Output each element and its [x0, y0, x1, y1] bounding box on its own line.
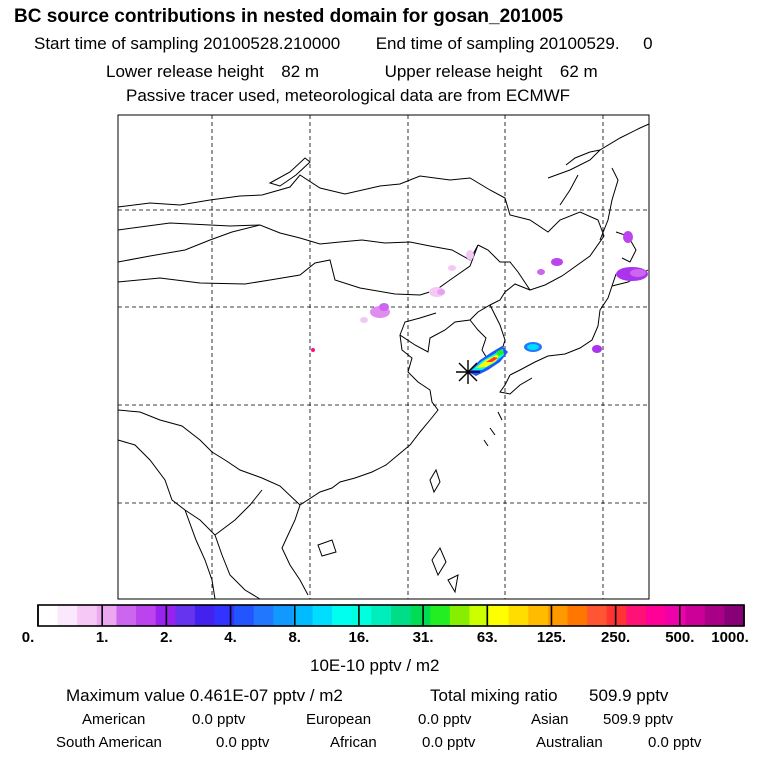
end-value: 20100529. 0 [539, 34, 653, 53]
total-mixing-ratio: Total mixing ratio 509.9 pptv [430, 686, 668, 706]
region-american-name: American [82, 711, 146, 728]
colorbar-tick-label: 1000. [711, 629, 749, 646]
colorbar-tick-label: 500. [665, 629, 695, 646]
colorbar-swatch [685, 605, 706, 626]
concentration-field [311, 231, 648, 376]
colorbar-swatch [38, 605, 59, 626]
colorbar-swatch [547, 605, 568, 626]
tracer-note: Passive tracer used, meteorological data… [126, 86, 571, 105]
region-asian-name: Asian [531, 711, 569, 728]
colorbar-swatch [410, 605, 431, 626]
release-heights-line: Lower release height 82 m Upper release … [106, 62, 598, 82]
region-australian-name: Australian [536, 734, 603, 751]
coastlines-and-borders [117, 123, 650, 600]
colorbar-swatch [567, 605, 588, 626]
map-frame [117, 114, 650, 600]
colorbar-swatch [332, 605, 353, 626]
max-value: 0.461E-07 pptv / m2 [189, 686, 343, 705]
colorbar-frame [37, 604, 745, 627]
map-title: BC source contributions in nested domain… [14, 6, 564, 27]
region-asian-value: 509.9 pptv [603, 711, 674, 728]
sampling-times-line: Start time of sampling 20100528.210000 E… [34, 34, 653, 54]
colorbar-swatch [96, 605, 117, 626]
total-value: 509.9 pptv [589, 686, 669, 705]
colorbar-swatch [351, 605, 372, 626]
colorbar-swatch [273, 605, 294, 626]
colorbar-swatch [371, 605, 392, 626]
colorbar-tick-label: 4. [224, 629, 237, 646]
lower-label: Lower release height [106, 62, 264, 81]
receptor-star-icon [456, 360, 480, 384]
colorbar-swatch [77, 605, 98, 626]
region-european-name: European [306, 711, 372, 728]
colorbar-tick-label: 2. [160, 629, 173, 646]
colorbar-swatch [430, 605, 451, 626]
colorbar-tick-label: 63. [476, 629, 498, 646]
region-african-name: African [330, 734, 377, 751]
maximum-value: Maximum value 0.461E-07 pptv / m2 [66, 686, 343, 706]
colorbar-swatch [626, 605, 647, 626]
colorbar-tick-label: 250. [601, 629, 631, 646]
colorbar-swatch [469, 605, 490, 626]
colorbar-swatch [292, 605, 314, 626]
colorbar-tick-label: 31. [412, 629, 434, 646]
max-label: Maximum value [66, 686, 186, 705]
colorbar-swatch [175, 605, 196, 626]
colorbar [37, 604, 745, 627]
colorbar-swatch [606, 605, 627, 626]
upper-value: 62 m [559, 62, 598, 81]
colorbar-swatch [587, 605, 608, 626]
region-south-american-name: South American [56, 734, 162, 751]
end-label: End time of sampling [375, 34, 535, 53]
colorbar-swatch [136, 605, 157, 626]
colorbar-swatch [704, 605, 725, 626]
total-label: Total mixing ratio [430, 686, 558, 705]
colorbar-swatch [508, 605, 529, 626]
colorbar-swatch [57, 605, 78, 626]
region-south-american-value: 0.0 pptv [216, 734, 270, 751]
start-label: Start time of sampling [34, 34, 199, 53]
region-african-value: 0.0 pptv [422, 734, 476, 751]
colorbar-tick-label: 8. [288, 629, 301, 646]
colorbar-swatch [449, 605, 470, 626]
upper-label: Upper release height [384, 62, 543, 81]
colorbar-swatch [645, 605, 667, 626]
colorbar-tick-label: 125. [536, 629, 567, 646]
colorbar-swatch [312, 605, 333, 626]
colorbar-swatch [391, 605, 412, 626]
region-american-value: 0.0 pptv [192, 711, 246, 728]
colorbar-swatch [489, 605, 510, 626]
colorbar-swatch [253, 605, 274, 626]
start-value: 20100528.210000 [203, 34, 341, 53]
colorbar-swatch [724, 605, 745, 626]
colorbar-swatch [665, 605, 686, 626]
colorbar-unit-label: 10E-10 pptv / m2 [310, 656, 440, 675]
colorbar-swatch [194, 605, 215, 626]
colorbar-swatch [528, 605, 549, 626]
colorbar-tick-label: 0. [21, 629, 35, 646]
lower-value: 82 m [281, 62, 320, 81]
colorbar-swatch [214, 605, 235, 626]
colorbar-tick-label: 16. [348, 629, 370, 646]
colorbar-tick-label: 1. [95, 629, 109, 646]
region-european-value: 0.0 pptv [418, 711, 472, 728]
graticule [118, 115, 649, 599]
colorbar-swatch [116, 605, 137, 626]
colorbar-swatch [234, 605, 255, 626]
region-australian-value: 0.0 pptv [648, 734, 702, 751]
